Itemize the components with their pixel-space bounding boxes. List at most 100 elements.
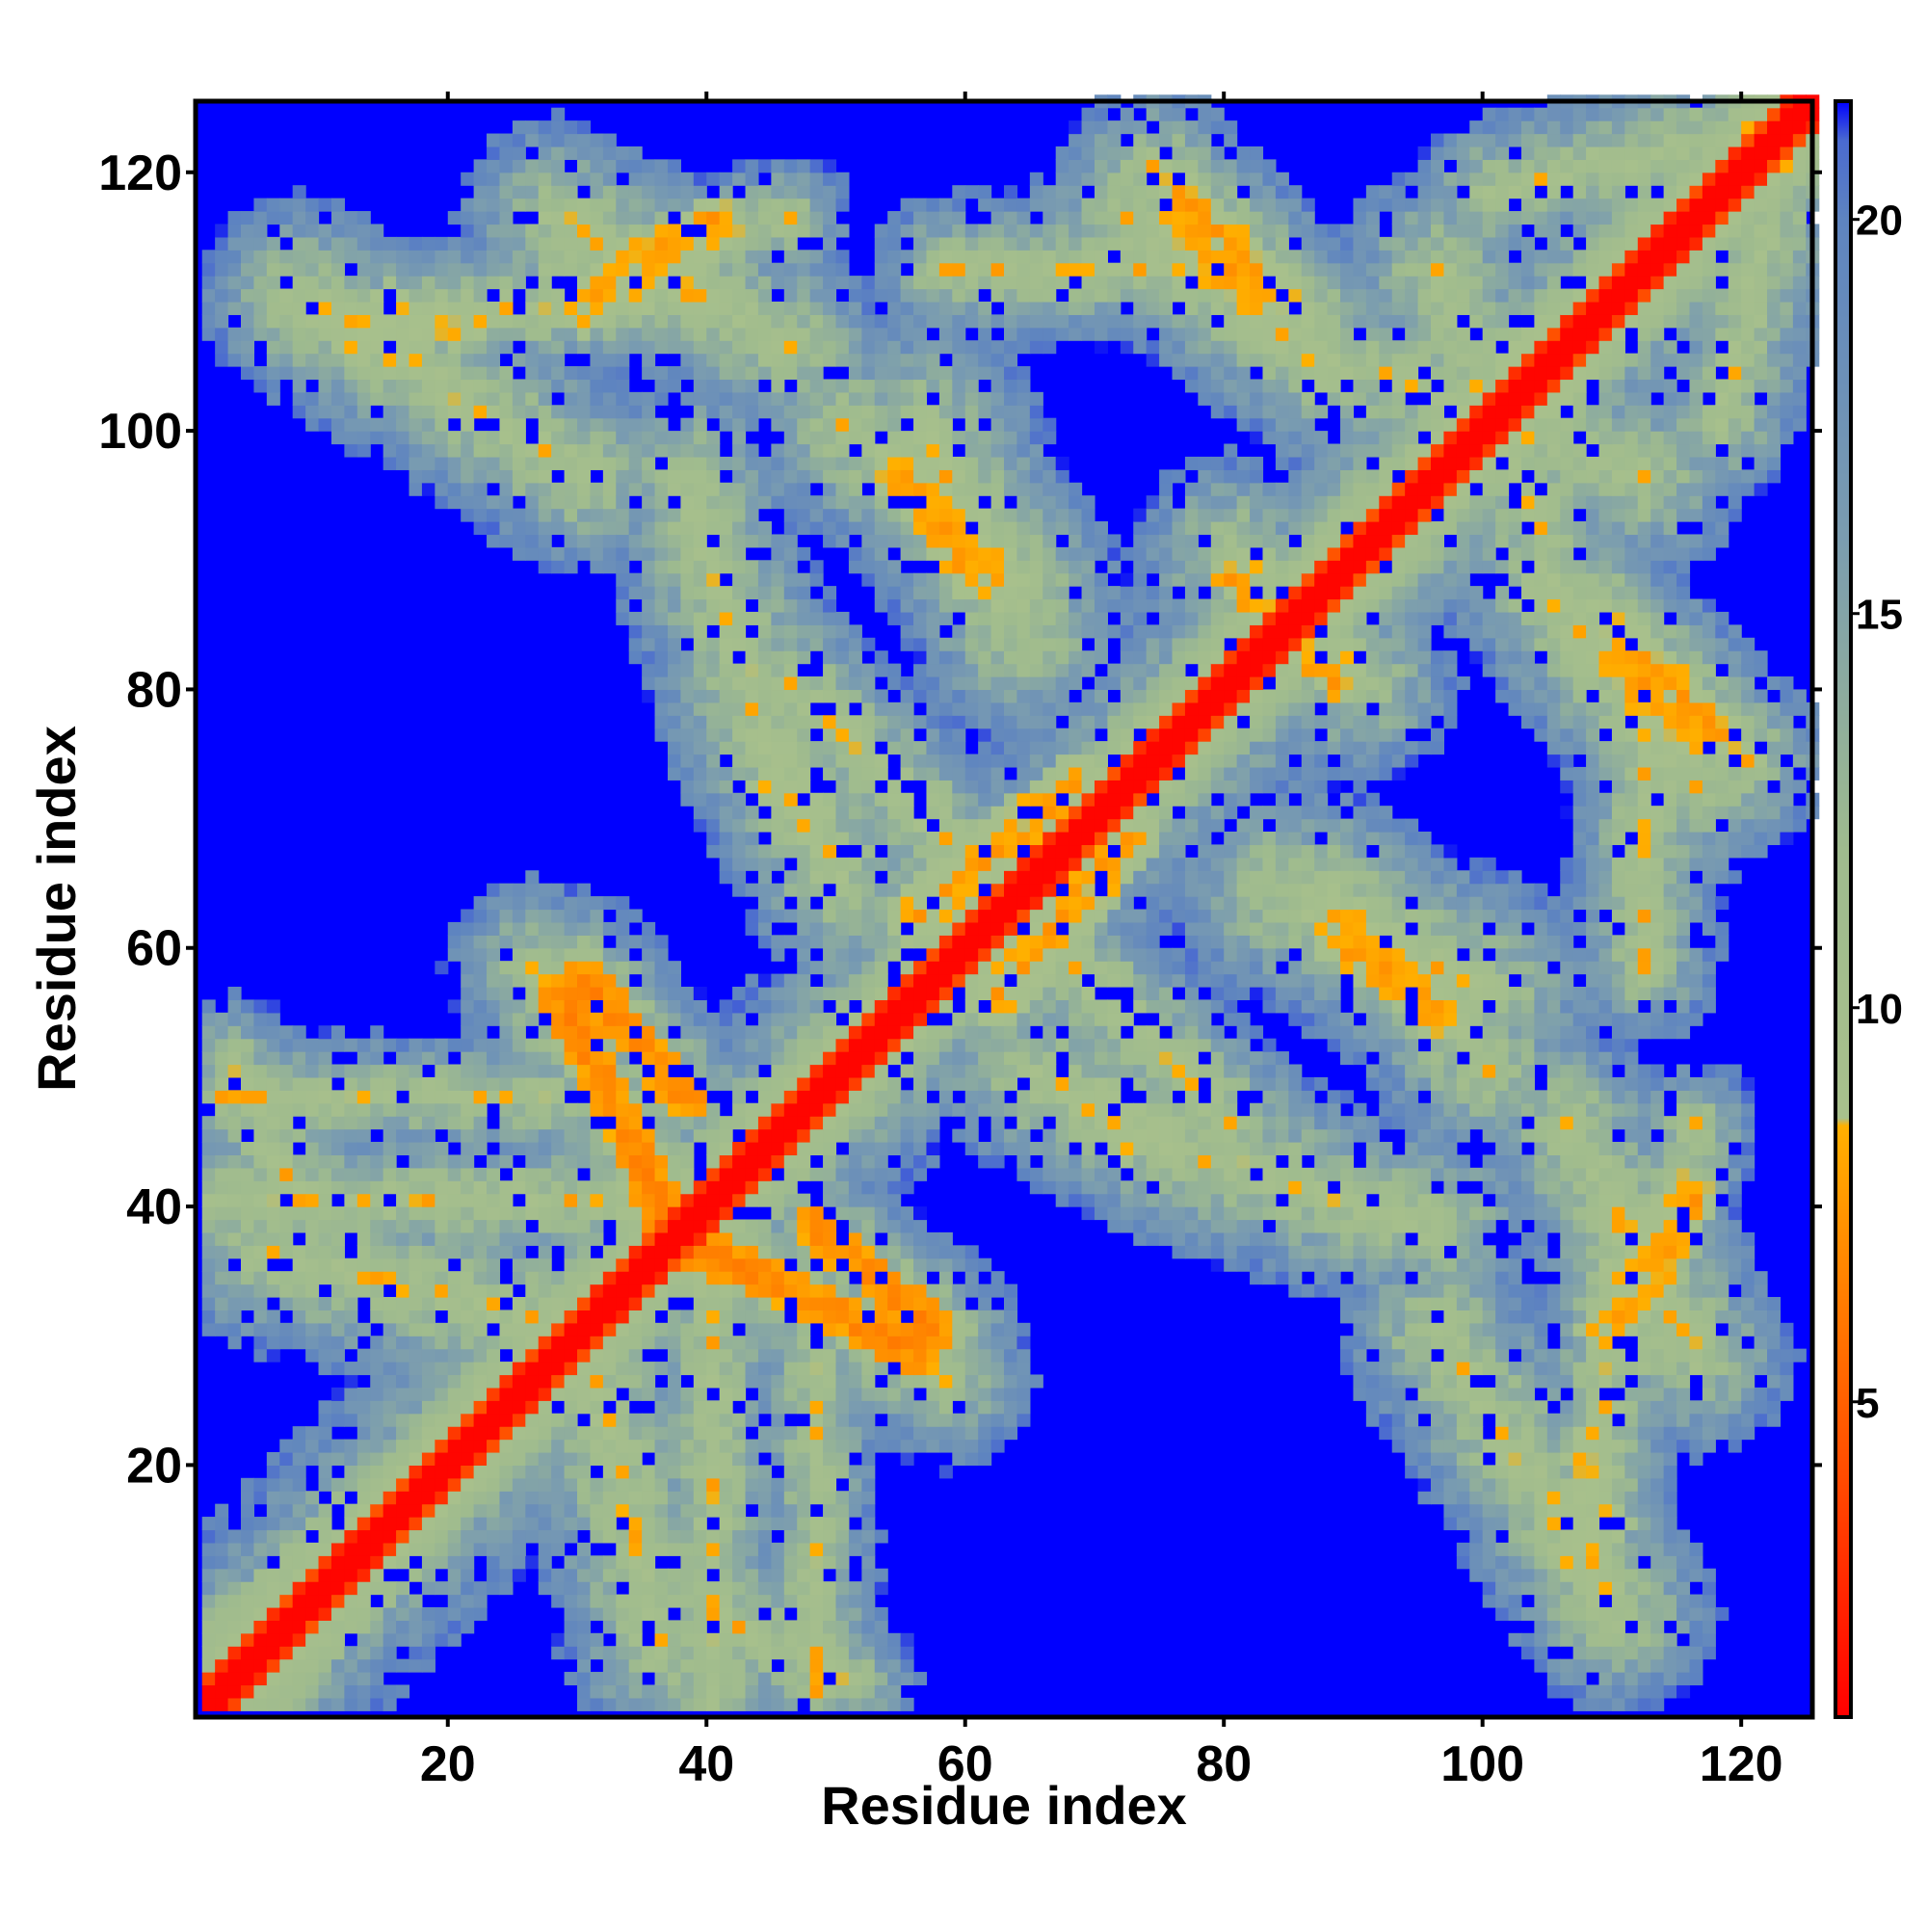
heatmap-cell <box>1598 1206 1613 1221</box>
heatmap-cell <box>1702 1348 1716 1363</box>
heatmap-cell <box>421 1503 436 1518</box>
heatmap-cell <box>279 211 294 225</box>
heatmap-cell <box>642 262 656 277</box>
heatmap-cell <box>1534 1374 1548 1389</box>
heatmap-cell <box>305 1426 320 1441</box>
heatmap-cell <box>551 353 566 367</box>
heatmap-cell <box>1469 1555 1484 1570</box>
heatmap-cell <box>499 495 514 510</box>
heatmap-cell <box>680 1310 695 1324</box>
heatmap-cell <box>732 1141 747 1156</box>
heatmap-cell <box>616 1632 630 1647</box>
heatmap-cell <box>680 276 695 290</box>
heatmap-cell <box>1650 1387 1665 1401</box>
heatmap-cell <box>1780 1374 1794 1389</box>
heatmap-cell <box>447 1284 462 1298</box>
heatmap-cell <box>318 1620 332 1634</box>
heatmap-cell <box>421 1568 436 1582</box>
heatmap-cell <box>344 288 358 303</box>
heatmap-cell <box>1340 1231 1355 1246</box>
heatmap-cell <box>473 1491 488 1505</box>
heatmap-cell <box>1572 1581 1587 1596</box>
heatmap-cell <box>642 1193 656 1207</box>
heatmap-cell <box>1353 1296 1367 1310</box>
heatmap-cell <box>1405 1426 1419 1441</box>
heatmap-cell <box>590 1606 604 1621</box>
heatmap-cell <box>1702 1581 1716 1596</box>
heatmap-cell <box>1598 1529 1613 1544</box>
heatmap-cell <box>564 1141 578 1156</box>
heatmap-cell <box>1663 1271 1677 1285</box>
heatmap-cell <box>667 1477 681 1492</box>
heatmap-cell <box>525 1206 540 1221</box>
heatmap-cell <box>1288 1193 1303 1207</box>
heatmap-cell <box>487 973 501 988</box>
heatmap-cell <box>628 1517 643 1531</box>
heatmap-cell <box>706 1336 721 1350</box>
heatmap-cell <box>602 288 617 303</box>
heatmap-cell <box>732 288 747 303</box>
heatmap-cell <box>654 1231 669 1246</box>
heatmap-cell <box>1107 1167 1122 1181</box>
heatmap-cell <box>797 1477 811 1492</box>
heatmap-cell <box>642 1658 656 1673</box>
heatmap-cell <box>642 417 656 432</box>
heatmap-cell <box>499 288 514 303</box>
heatmap-cell <box>538 935 552 949</box>
heatmap-cell <box>215 1219 229 1233</box>
heatmap-cell <box>680 754 695 768</box>
heatmap-cell <box>1391 1271 1406 1285</box>
heatmap-cell <box>680 1646 695 1660</box>
heatmap-cell <box>887 1672 902 1686</box>
heatmap-cell <box>1598 1568 1613 1582</box>
heatmap-cell <box>1611 1271 1625 1285</box>
heatmap-cell <box>680 1503 695 1518</box>
heatmap-cell <box>240 1322 254 1337</box>
heatmap-cell <box>1534 1594 1548 1608</box>
heatmap-cell <box>1236 1154 1251 1169</box>
heatmap-cell <box>1405 1245 1419 1259</box>
heatmap-cell <box>1340 1167 1355 1181</box>
heatmap-cell <box>499 973 514 988</box>
heatmap-cell <box>421 288 436 303</box>
heatmap-cell <box>757 1620 772 1634</box>
heatmap-cell <box>848 1310 862 1324</box>
heatmap-cell <box>564 1400 578 1415</box>
heatmap-cell <box>330 1296 345 1310</box>
heatmap-cell <box>1546 1465 1561 1479</box>
heatmap-cell <box>1430 1387 1445 1401</box>
heatmap-cell <box>253 1038 268 1052</box>
heatmap-cell <box>642 1503 656 1518</box>
heatmap-cell <box>344 211 358 225</box>
heatmap-cell <box>1611 1400 1625 1415</box>
heatmap-cell <box>693 185 707 199</box>
heatmap-cell <box>1546 1193 1561 1207</box>
heatmap-cell <box>201 1257 216 1272</box>
heatmap-cell <box>383 1426 397 1441</box>
heatmap-cell <box>564 508 578 522</box>
heatmap-cell <box>499 417 514 432</box>
heatmap-cell <box>266 1076 280 1091</box>
heatmap-cell <box>809 1206 824 1221</box>
heatmap-cell <box>564 456 578 470</box>
heatmap-cell <box>1391 1284 1406 1298</box>
heatmap-cell <box>642 1141 656 1156</box>
heatmap-cell <box>1520 1465 1535 1479</box>
heatmap-cell <box>305 1116 320 1130</box>
heatmap-cell <box>370 1064 384 1078</box>
heatmap-cell <box>1430 1465 1445 1479</box>
heatmap-cell <box>706 560 721 574</box>
heatmap-cell <box>642 508 656 522</box>
heatmap-cell <box>1586 1426 1600 1441</box>
heatmap-cell <box>330 1491 345 1505</box>
heatmap-cell <box>421 1529 436 1544</box>
heatmap-cell <box>602 1491 617 1505</box>
heatmap-cell <box>1327 1257 1341 1272</box>
heatmap-cell <box>706 482 721 496</box>
heatmap-cell <box>1391 1257 1406 1272</box>
heatmap-cell <box>667 1451 681 1466</box>
heatmap-cell <box>745 1348 759 1363</box>
heatmap-cell <box>680 663 695 677</box>
heatmap-cell <box>771 1154 785 1169</box>
heatmap-cell <box>616 1400 630 1415</box>
